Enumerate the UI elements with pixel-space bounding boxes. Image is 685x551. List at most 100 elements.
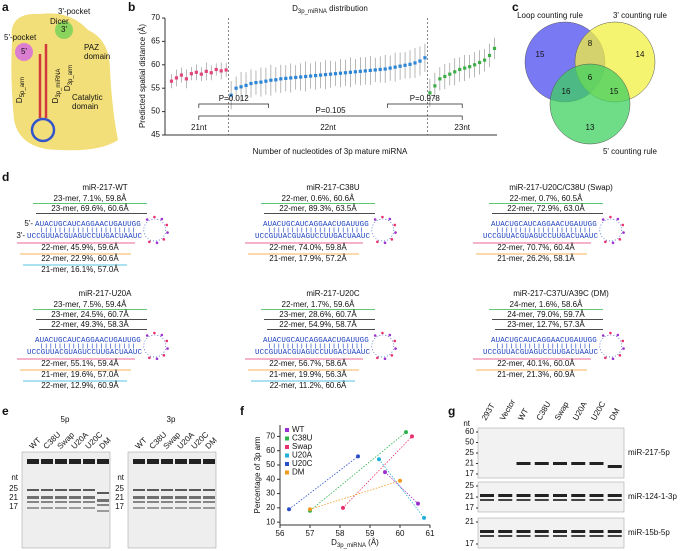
- construct-name: miR-217-C38U: [306, 183, 360, 192]
- band: [69, 496, 81, 499]
- y-tick-label: 70: [151, 13, 160, 22]
- point: [353, 70, 357, 74]
- band: [516, 530, 531, 533]
- p-bracket: [198, 115, 463, 120]
- point: [383, 67, 387, 71]
- band: [589, 462, 604, 465]
- band: [571, 494, 586, 497]
- y-tick-label: 50: [151, 107, 160, 116]
- loop-dot: [376, 356, 379, 360]
- loop-dot: [381, 215, 384, 219]
- loop-dot: [373, 334, 377, 337]
- title-main: D: [292, 4, 298, 13]
- product-annotation: 21-mer, 19.9%, 56.3Å: [269, 370, 347, 379]
- point: [214, 67, 218, 72]
- blot: [477, 427, 625, 479]
- loop-dot: [162, 238, 166, 241]
- band: [203, 507, 215, 509]
- y-tick-label: 30: [266, 489, 275, 498]
- band: [553, 499, 567, 501]
- band: [203, 501, 215, 503]
- band: [203, 489, 215, 491]
- loop-dot: [604, 240, 607, 244]
- distance-label-sub: 3p_miRNA: [56, 69, 62, 98]
- construct-name: miR-217-U20A: [79, 289, 133, 298]
- band: [27, 501, 39, 503]
- legend-label: WT: [292, 425, 305, 434]
- band: [133, 501, 145, 503]
- band: [41, 496, 53, 499]
- y-axis-label: Predicted spatial distance (Å): [138, 24, 147, 128]
- size-marker: 60: [465, 427, 474, 436]
- size-marker: 25: [465, 481, 474, 490]
- loop-dot: [394, 231, 397, 234]
- loop-dot: [393, 339, 397, 343]
- band: [607, 499, 622, 501]
- band: [147, 507, 159, 509]
- x-axis-label-rest: (Å): [366, 538, 379, 547]
- lane-label: C38U: [535, 400, 553, 422]
- p-value: P=0.105: [315, 106, 346, 115]
- size-marker: 25: [115, 484, 124, 493]
- point: [274, 78, 278, 82]
- sequence-bottom: UCCGUUACGUAGUCCUUGACUAAUC: [255, 349, 370, 357]
- size-marker: 21: [115, 493, 124, 502]
- product-annotation: 23-mer, 7.5%, 59.4Å: [54, 300, 128, 309]
- lane-label: WT: [516, 407, 530, 422]
- lane-label: U20A: [571, 400, 589, 422]
- catalytic-label: domain: [72, 102, 98, 111]
- p-value: P=0.978: [410, 94, 441, 103]
- loop-dot: [381, 331, 384, 335]
- blot-label: miR-15b-5p: [628, 528, 670, 537]
- region-count: 15: [536, 50, 545, 59]
- p-bracket: [387, 103, 463, 108]
- product-annotation: 22-mer, 56.7%, 58.6Å: [269, 359, 347, 368]
- point: [482, 58, 487, 62]
- pocket3-label: 3'-pocket: [58, 7, 91, 16]
- point: [398, 478, 402, 483]
- band: [175, 507, 187, 509]
- loop-dot: [373, 218, 377, 221]
- product-annotation: 22-mer, 70.7%, 60.4Å: [497, 243, 575, 252]
- chart-title: D3p_miRNA distribution: [292, 4, 368, 14]
- band: [534, 535, 549, 537]
- pair-line: [309, 480, 401, 510]
- band: [97, 492, 109, 494]
- legend-label: C38U: [292, 434, 313, 443]
- point: [304, 74, 308, 79]
- product-annotation: 22-mer, 1.7%, 59.6Å: [282, 300, 356, 309]
- distance-label-main: D: [15, 97, 24, 103]
- band: [69, 507, 81, 509]
- y-axis-label: Percentage of 3p arm: [253, 436, 262, 513]
- panel-letter: g: [448, 404, 455, 418]
- band: [41, 459, 53, 464]
- loop-dot: [390, 354, 394, 357]
- point: [473, 63, 477, 67]
- point: [356, 454, 360, 459]
- band: [69, 501, 81, 503]
- loop-dot: [393, 223, 397, 227]
- band: [553, 530, 567, 533]
- loop-dot: [383, 357, 387, 361]
- loop-dot: [616, 333, 620, 337]
- band: [480, 530, 494, 533]
- product-annotation: 21-mer, 21.3%, 60.9Å: [497, 370, 575, 379]
- point: [199, 72, 203, 76]
- strand-end: 3'-: [16, 231, 25, 240]
- loop-dot: [160, 217, 164, 221]
- band: [69, 489, 81, 491]
- dicer-label: Dicer: [50, 17, 69, 26]
- product-annotation: 23-mer, 24.5%, 60.7Å: [51, 310, 129, 319]
- band: [55, 496, 67, 499]
- point: [249, 81, 253, 86]
- loop-dot: [148, 356, 151, 360]
- distance-label-sub: 3p_arm: [68, 65, 74, 85]
- x-tick-label: 60: [396, 529, 405, 538]
- point: [343, 71, 348, 75]
- lane-label: Vector: [498, 398, 517, 422]
- loop-dot: [604, 356, 607, 360]
- pair-line: [288, 456, 359, 510]
- band: [480, 494, 494, 497]
- band: [41, 489, 53, 491]
- loop-dot: [162, 354, 166, 357]
